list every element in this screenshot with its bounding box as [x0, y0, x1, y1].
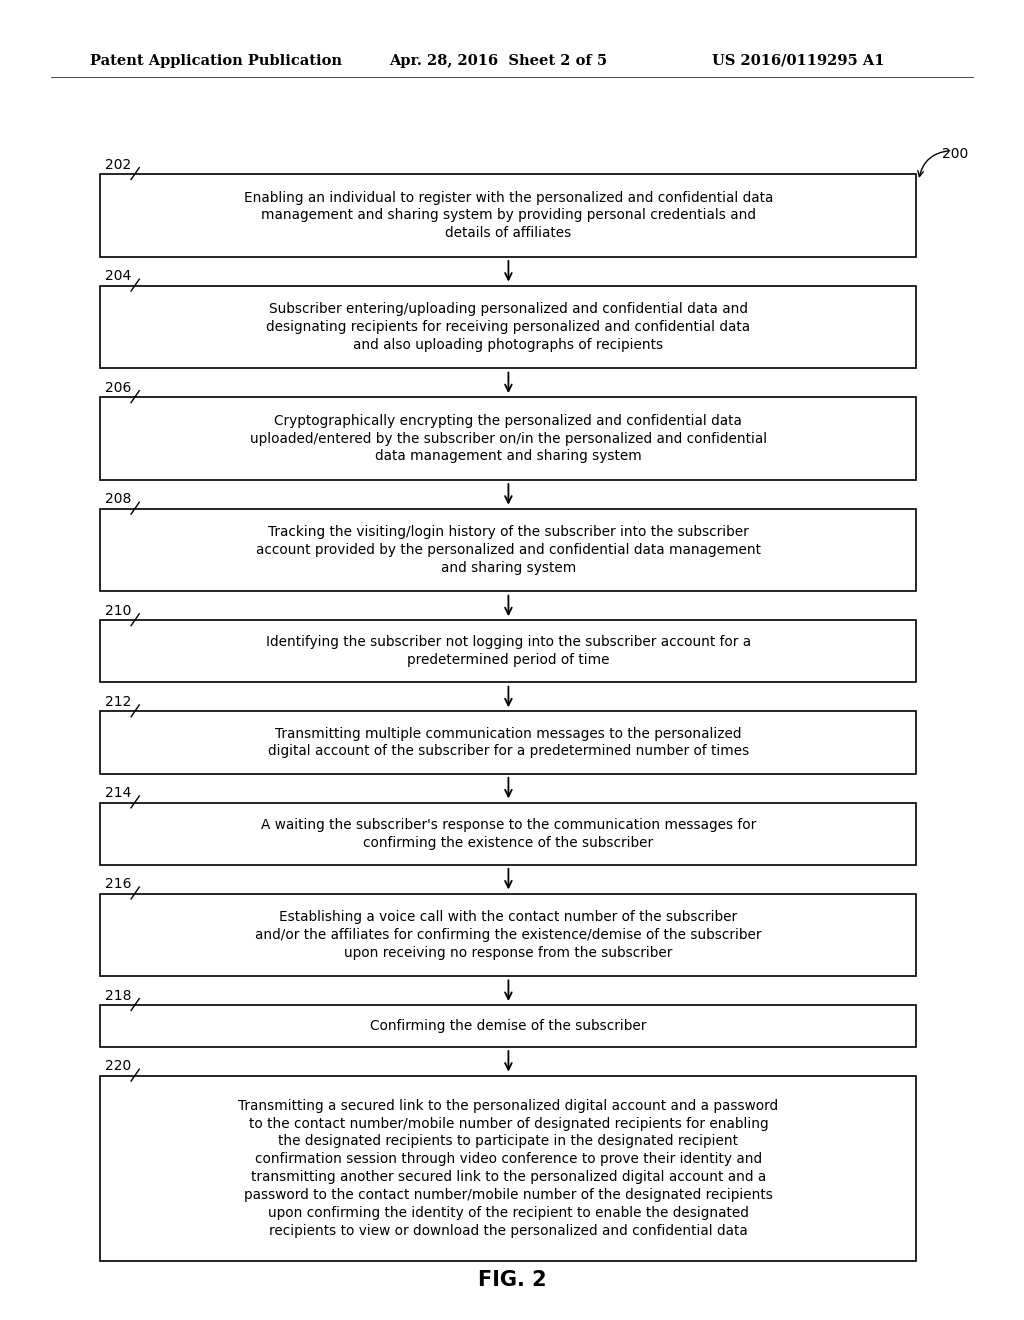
Text: Establishing a voice call with the contact number of the subscriber
and/or the a: Establishing a voice call with the conta… [255, 909, 762, 960]
Text: A waiting the subscriber's response to the communication messages for
confirming: A waiting the subscriber's response to t… [261, 817, 756, 850]
Text: US 2016/0119295 A1: US 2016/0119295 A1 [712, 54, 884, 67]
Text: 216: 216 [105, 876, 132, 891]
Text: Enabling an individual to register with the personalized and confidential data
m: Enabling an individual to register with … [244, 190, 773, 240]
Text: Apr. 28, 2016  Sheet 2 of 5: Apr. 28, 2016 Sheet 2 of 5 [389, 54, 607, 67]
Text: 212: 212 [105, 694, 132, 709]
Text: Transmitting multiple communication messages to the personalized
digital account: Transmitting multiple communication mess… [268, 726, 749, 759]
Text: 204: 204 [105, 269, 132, 284]
Text: Transmitting a secured link to the personalized digital account and a password
t: Transmitting a secured link to the perso… [239, 1098, 778, 1238]
Text: 210: 210 [105, 603, 132, 618]
Text: Identifying the subscriber not logging into the subscriber account for a
predete: Identifying the subscriber not logging i… [266, 635, 751, 668]
Text: 220: 220 [105, 1059, 132, 1073]
Text: Patent Application Publication: Patent Application Publication [90, 54, 342, 67]
Text: Confirming the demise of the subscriber: Confirming the demise of the subscriber [371, 1019, 646, 1034]
Text: 214: 214 [105, 785, 132, 800]
Text: FIG. 2: FIG. 2 [477, 1270, 547, 1291]
Text: 208: 208 [105, 492, 132, 507]
Text: 206: 206 [105, 380, 132, 395]
Text: 200: 200 [942, 148, 969, 161]
Text: Tracking the visiting/login history of the subscriber into the subscriber
accoun: Tracking the visiting/login history of t… [256, 525, 761, 576]
Text: 218: 218 [105, 989, 132, 1003]
Text: 202: 202 [105, 157, 132, 172]
Text: Subscriber entering/uploading personalized and confidential data and
designating: Subscriber entering/uploading personaliz… [266, 302, 751, 352]
Text: Cryptographically encrypting the personalized and confidential data
uploaded/ent: Cryptographically encrypting the persona… [250, 413, 767, 463]
